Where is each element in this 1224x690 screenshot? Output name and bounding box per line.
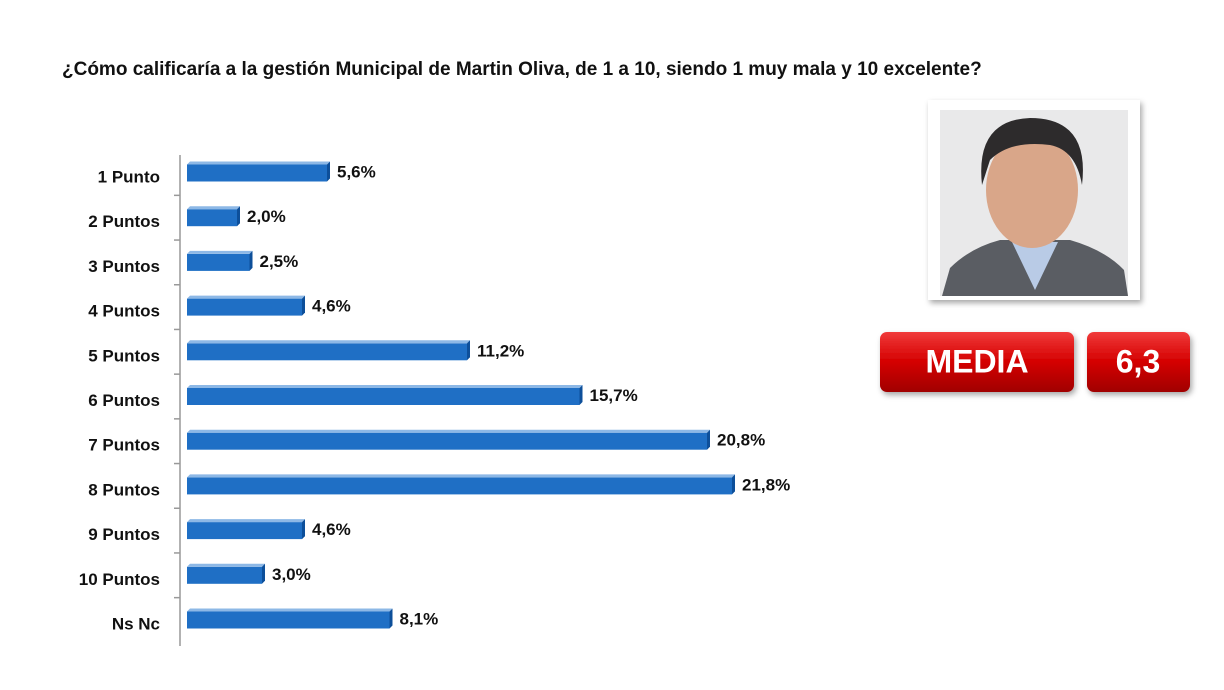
bar — [187, 429, 710, 450]
bar-end — [389, 608, 393, 629]
value-label: 20,8% — [717, 431, 765, 450]
bar-end — [237, 206, 240, 227]
bar-face — [187, 164, 327, 182]
bar-top — [187, 519, 305, 523]
value-label: 2,0% — [247, 207, 286, 226]
bar — [187, 340, 470, 361]
value-label: 15,7% — [590, 386, 638, 405]
bar — [187, 474, 735, 495]
bar-end — [579, 385, 583, 405]
bar-end — [302, 295, 305, 316]
bar — [187, 385, 583, 405]
y-tick-label: 3 Puntos — [88, 257, 160, 276]
photo-face — [986, 132, 1078, 248]
bar-top — [187, 340, 470, 344]
value-label: 3,0% — [272, 565, 311, 584]
bar-face — [187, 388, 580, 405]
summary-label: MEDIA — [925, 343, 1028, 379]
bar — [187, 250, 253, 271]
summary-value-box — [1087, 332, 1190, 392]
bar-face — [187, 522, 302, 540]
value-label: 11,2% — [477, 341, 524, 360]
bar-end — [262, 563, 265, 584]
bar-end — [327, 161, 330, 182]
photo-hair — [981, 118, 1083, 185]
y-tick-label: 5 Puntos — [88, 346, 160, 365]
bar-face — [187, 298, 302, 316]
bar-face — [187, 209, 237, 227]
value-label: 2,5% — [260, 252, 299, 271]
bar — [187, 295, 305, 316]
bar-top — [187, 295, 305, 299]
y-tick-label: Ns Nc — [112, 614, 160, 633]
bar-top — [187, 474, 735, 478]
value-label: 5,6% — [337, 162, 376, 181]
photo-shirt — [1012, 242, 1058, 290]
summary-badges — [880, 332, 1190, 392]
bar — [187, 206, 240, 227]
bar-top — [187, 563, 265, 567]
bar-face — [187, 343, 467, 361]
value-label: 21,8% — [742, 475, 790, 494]
y-tick-label: 1 Punto — [98, 167, 160, 186]
bar-end — [302, 519, 305, 540]
bar — [187, 563, 265, 584]
value-label: 4,6% — [312, 520, 351, 539]
bar-top — [187, 250, 253, 254]
bar-top — [187, 385, 583, 388]
bar-top — [187, 161, 330, 165]
bar-face — [187, 432, 707, 450]
y-tick-label: 4 Puntos — [88, 302, 160, 321]
y-tick-label: 2 Puntos — [88, 212, 160, 231]
value-label: 4,6% — [312, 297, 351, 316]
photo — [928, 100, 1140, 300]
y-tick-label: 7 Puntos — [88, 436, 160, 455]
y-tick-label: 6 Puntos — [88, 391, 160, 410]
bar-face — [187, 611, 390, 629]
bar-top — [187, 206, 240, 210]
y-tick-label: 8 Puntos — [88, 480, 160, 499]
bar — [187, 608, 393, 629]
bar — [187, 519, 305, 540]
bar-end — [249, 250, 253, 271]
bar-face — [187, 566, 262, 584]
bar-top — [187, 608, 393, 612]
bar-face — [187, 477, 732, 495]
bar-face — [187, 253, 250, 271]
bar — [187, 161, 330, 182]
bar-end — [732, 474, 735, 495]
bar-top — [187, 429, 710, 433]
y-tick-label: 10 Puntos — [79, 570, 160, 589]
y-tick-label: 9 Puntos — [88, 525, 160, 544]
bar-end — [467, 340, 470, 361]
chart-title: ¿Cómo calificaría a la gestión Municipal… — [62, 59, 982, 80]
summary-value: 6,3 — [1116, 343, 1160, 379]
value-label: 8,1% — [400, 609, 439, 628]
summary-label-box — [880, 332, 1074, 392]
bar-end — [707, 429, 710, 450]
